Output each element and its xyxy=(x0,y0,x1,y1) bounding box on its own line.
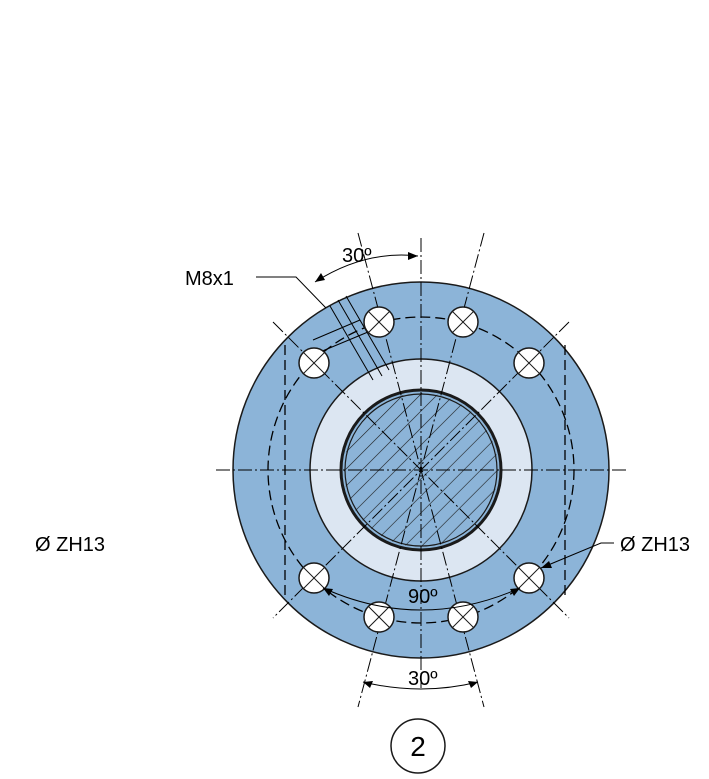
dim-arrow xyxy=(510,588,520,596)
angle-top-label: 30º xyxy=(342,245,372,267)
leader-hole-right xyxy=(540,542,614,569)
dim-arrow xyxy=(468,681,478,688)
dim-arrow xyxy=(408,252,418,260)
hole-crosses xyxy=(302,310,541,629)
dim-arrow xyxy=(541,561,552,568)
dim-arrow xyxy=(363,681,373,688)
view-number-label: 2 xyxy=(410,731,426,762)
dim-arc-top xyxy=(314,254,419,283)
angle-mid-label: 90º xyxy=(408,586,438,608)
view-number-badge xyxy=(390,718,446,774)
dim-arrow xyxy=(315,273,325,282)
leader-thread xyxy=(256,276,327,309)
thread-label: M8x1 xyxy=(185,268,234,290)
hole-label-left: Ø ZH13 xyxy=(35,534,105,556)
dim-arc-mid xyxy=(322,587,521,611)
dim-arrow xyxy=(323,588,333,596)
thread-lines xyxy=(312,295,390,381)
dim-arc-bottom xyxy=(362,681,479,690)
hole-label-right: Ø ZH13 xyxy=(620,534,690,556)
angle-bottom-label: 30º xyxy=(408,668,438,690)
